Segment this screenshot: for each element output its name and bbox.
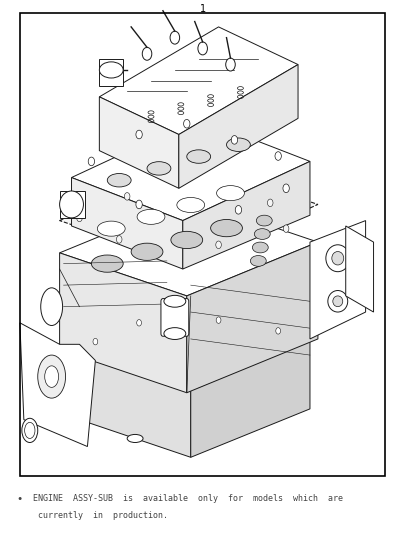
Ellipse shape <box>45 366 59 387</box>
Ellipse shape <box>252 242 268 253</box>
Text: 1: 1 <box>199 4 205 14</box>
Ellipse shape <box>325 245 349 272</box>
Circle shape <box>93 338 97 345</box>
Ellipse shape <box>131 243 163 260</box>
Ellipse shape <box>164 295 185 307</box>
Polygon shape <box>59 199 317 296</box>
Circle shape <box>219 187 225 195</box>
Ellipse shape <box>147 161 171 175</box>
Ellipse shape <box>107 173 131 187</box>
Ellipse shape <box>164 328 185 339</box>
Circle shape <box>235 206 241 214</box>
Ellipse shape <box>210 220 242 237</box>
Polygon shape <box>99 27 297 134</box>
Text: ENGINE  ASSY-SUB  is  available  only  for  models  which  are: ENGINE ASSY-SUB is available only for mo… <box>28 494 342 503</box>
Ellipse shape <box>256 215 272 226</box>
Circle shape <box>197 42 207 55</box>
Text: •: • <box>16 494 22 504</box>
Circle shape <box>76 214 82 222</box>
Ellipse shape <box>226 138 250 152</box>
Bar <box>59 191 85 218</box>
Circle shape <box>183 119 190 128</box>
Circle shape <box>135 130 142 139</box>
Polygon shape <box>178 65 297 188</box>
Circle shape <box>282 184 289 193</box>
Bar <box>20 13 385 476</box>
Circle shape <box>231 136 237 144</box>
Ellipse shape <box>25 422 35 438</box>
Ellipse shape <box>91 255 123 272</box>
FancyBboxPatch shape <box>161 299 188 336</box>
Circle shape <box>142 47 152 60</box>
Ellipse shape <box>97 221 125 236</box>
Ellipse shape <box>137 209 164 224</box>
Ellipse shape <box>127 435 143 442</box>
Circle shape <box>275 328 280 334</box>
Ellipse shape <box>38 355 65 398</box>
Polygon shape <box>59 161 317 264</box>
Circle shape <box>135 200 142 209</box>
Circle shape <box>274 152 281 160</box>
Ellipse shape <box>40 288 62 325</box>
Ellipse shape <box>59 191 83 218</box>
Circle shape <box>215 241 221 249</box>
Polygon shape <box>71 118 309 221</box>
Circle shape <box>170 31 179 44</box>
Polygon shape <box>79 296 309 387</box>
Ellipse shape <box>331 252 343 265</box>
Ellipse shape <box>216 186 244 201</box>
Ellipse shape <box>99 62 123 78</box>
Circle shape <box>136 320 141 326</box>
Polygon shape <box>190 339 309 457</box>
Text: currently  in  production.: currently in production. <box>28 511 167 520</box>
Circle shape <box>282 225 288 232</box>
Bar <box>99 59 123 86</box>
Polygon shape <box>71 178 183 269</box>
Polygon shape <box>309 221 365 339</box>
Circle shape <box>267 199 272 207</box>
Polygon shape <box>59 253 186 393</box>
Circle shape <box>172 176 177 184</box>
Ellipse shape <box>186 150 210 164</box>
Polygon shape <box>186 242 317 393</box>
Ellipse shape <box>254 229 270 239</box>
Polygon shape <box>79 344 198 457</box>
Circle shape <box>124 193 130 200</box>
Circle shape <box>225 58 235 71</box>
Circle shape <box>88 157 94 166</box>
Polygon shape <box>183 161 309 269</box>
Circle shape <box>216 317 221 323</box>
Polygon shape <box>345 226 373 312</box>
Ellipse shape <box>250 256 266 266</box>
Polygon shape <box>20 323 95 447</box>
Ellipse shape <box>176 197 204 213</box>
Ellipse shape <box>332 296 342 307</box>
Polygon shape <box>99 97 178 188</box>
Circle shape <box>116 236 122 243</box>
Ellipse shape <box>171 231 202 249</box>
Ellipse shape <box>327 291 347 312</box>
Ellipse shape <box>22 419 38 442</box>
